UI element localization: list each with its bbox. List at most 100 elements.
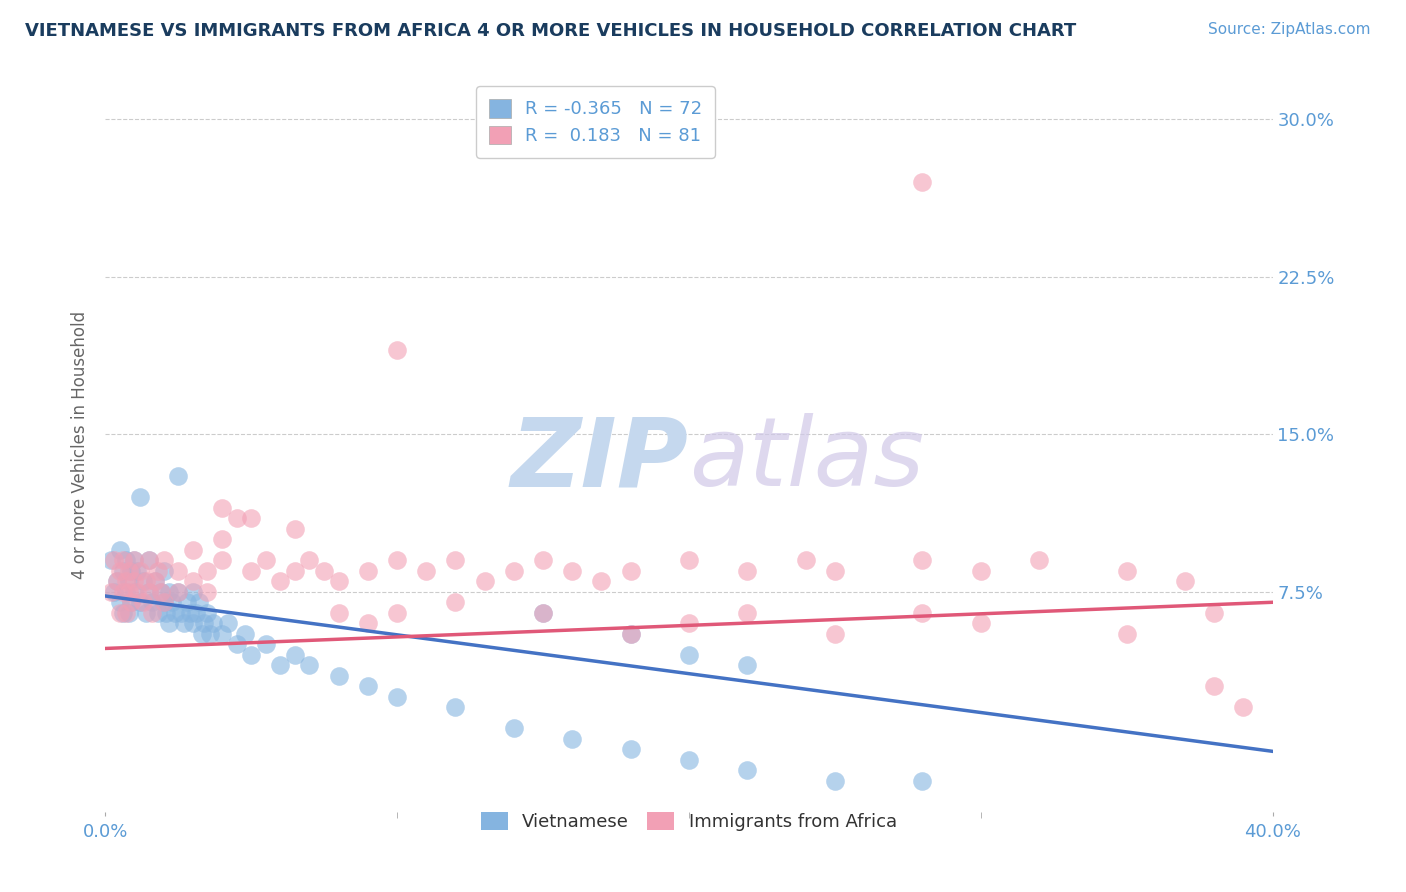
Point xyxy=(1174,574,1197,589)
Point xyxy=(138,584,160,599)
Point xyxy=(824,564,846,578)
Point xyxy=(100,553,122,567)
Point xyxy=(678,553,700,567)
Point xyxy=(444,553,467,567)
Point xyxy=(124,553,146,567)
Point xyxy=(1028,553,1050,567)
Point xyxy=(181,542,204,557)
Point xyxy=(1115,564,1137,578)
Point xyxy=(165,606,187,620)
Point xyxy=(146,606,169,620)
Point xyxy=(474,574,496,589)
Point xyxy=(114,606,136,620)
Point xyxy=(619,626,641,640)
Point xyxy=(225,637,247,651)
Point xyxy=(735,763,758,777)
Point xyxy=(103,553,125,567)
Point xyxy=(531,606,554,620)
Point xyxy=(284,648,307,662)
Point xyxy=(157,616,180,631)
Point xyxy=(444,595,467,609)
Point xyxy=(132,574,155,589)
Point xyxy=(124,553,146,567)
Point xyxy=(121,564,143,578)
Point xyxy=(117,584,139,599)
Point xyxy=(1115,626,1137,640)
Point xyxy=(184,606,207,620)
Point xyxy=(970,616,993,631)
Point xyxy=(152,553,174,567)
Point xyxy=(211,500,233,515)
Point xyxy=(121,595,143,609)
Point xyxy=(202,616,225,631)
Point xyxy=(233,626,256,640)
Point xyxy=(619,742,641,756)
Point xyxy=(193,616,215,631)
Point xyxy=(108,606,131,620)
Point xyxy=(138,553,160,567)
Legend: Vietnamese, Immigrants from Africa: Vietnamese, Immigrants from Africa xyxy=(468,799,910,844)
Point xyxy=(284,564,307,578)
Point xyxy=(385,343,408,358)
Point xyxy=(100,584,122,599)
Point xyxy=(127,584,149,599)
Point xyxy=(531,606,554,620)
Point xyxy=(385,690,408,704)
Point xyxy=(176,595,198,609)
Point xyxy=(619,626,641,640)
Text: VIETNAMESE VS IMMIGRANTS FROM AFRICA 4 OR MORE VEHICLES IN HOUSEHOLD CORRELATION: VIETNAMESE VS IMMIGRANTS FROM AFRICA 4 O… xyxy=(25,22,1077,40)
Point xyxy=(444,700,467,714)
Text: atlas: atlas xyxy=(689,413,924,506)
Point xyxy=(149,584,172,599)
Point xyxy=(1204,606,1226,620)
Point xyxy=(735,606,758,620)
Text: ZIP: ZIP xyxy=(510,413,689,506)
Point xyxy=(114,584,136,599)
Point xyxy=(1204,679,1226,693)
Point xyxy=(531,553,554,567)
Point xyxy=(155,606,177,620)
Point xyxy=(254,637,277,651)
Point xyxy=(124,574,146,589)
Point xyxy=(152,595,174,609)
Point xyxy=(121,595,143,609)
Point xyxy=(111,553,134,567)
Point xyxy=(124,584,146,599)
Point xyxy=(794,553,817,567)
Point xyxy=(181,584,204,599)
Point xyxy=(111,606,134,620)
Point xyxy=(678,648,700,662)
Point xyxy=(141,595,163,609)
Point xyxy=(824,626,846,640)
Point xyxy=(157,584,180,599)
Point xyxy=(561,731,583,746)
Point xyxy=(415,564,437,578)
Point xyxy=(240,648,263,662)
Point xyxy=(152,595,174,609)
Point xyxy=(117,564,139,578)
Point xyxy=(114,574,136,589)
Point xyxy=(502,721,524,735)
Point xyxy=(129,564,152,578)
Point xyxy=(217,616,239,631)
Point xyxy=(135,574,157,589)
Point xyxy=(200,626,222,640)
Point xyxy=(195,606,218,620)
Point xyxy=(328,669,350,683)
Point xyxy=(173,616,195,631)
Point xyxy=(211,533,233,547)
Point xyxy=(111,584,134,599)
Point xyxy=(502,564,524,578)
Point xyxy=(314,564,336,578)
Point xyxy=(170,606,193,620)
Point xyxy=(195,564,218,578)
Point xyxy=(970,564,993,578)
Point xyxy=(298,553,321,567)
Point xyxy=(591,574,613,589)
Point xyxy=(132,595,155,609)
Point xyxy=(240,511,263,525)
Point xyxy=(103,584,125,599)
Point xyxy=(111,564,134,578)
Point xyxy=(129,491,152,505)
Point xyxy=(911,175,934,189)
